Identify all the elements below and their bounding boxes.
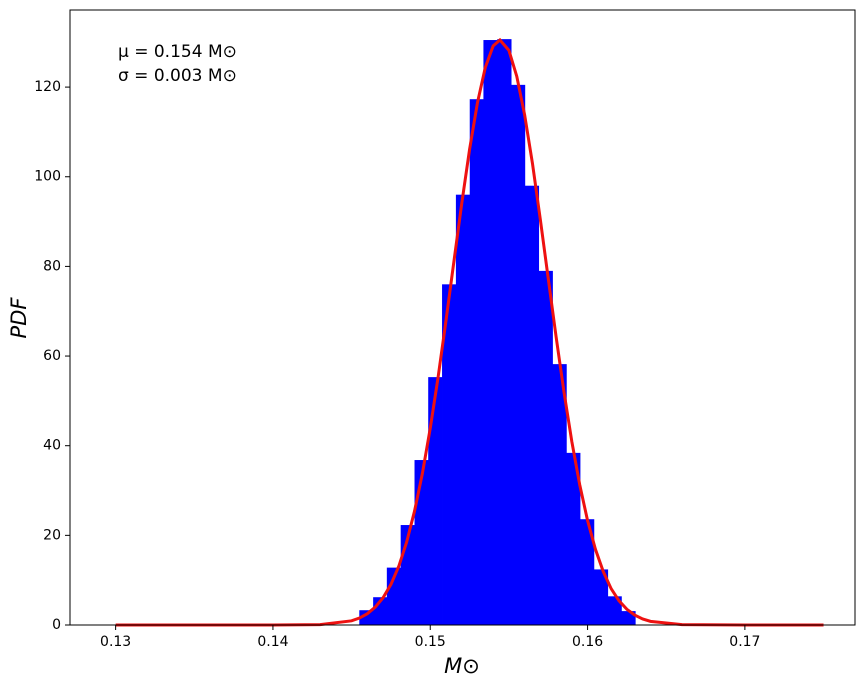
bar [552,364,567,625]
bar [593,569,609,625]
y-tick-label: 120 [34,79,61,95]
bar [538,270,553,625]
annotation: μ = 0.154 M⊙ [118,42,237,62]
y-tick-label: 0 [52,617,61,633]
bar [524,185,540,625]
y-tick-label: 100 [34,169,61,185]
x-axis-label: M⊙ [444,654,480,678]
x-tick-label: 0.14 [257,634,288,650]
bar [607,596,622,625]
x-tick-label: 0.13 [100,634,131,650]
bar [359,610,374,625]
x-tick-label: 0.17 [729,634,760,650]
fit-line [115,37,824,627]
bar [483,40,498,626]
bar [442,284,457,625]
x-tick-label: 0.16 [572,634,603,650]
plot-frame [69,9,856,626]
y-axis-label: PDF [7,297,31,339]
bar [469,99,484,625]
bar [566,452,581,625]
bar [497,39,512,626]
bar [580,519,595,625]
bar [511,84,526,626]
bar [428,377,443,625]
x-tick-label: 0.15 [415,634,446,650]
y-tick-label: 20 [43,527,61,543]
y-tick-label: 60 [43,348,61,364]
annotation: σ = 0.003 M⊙ [118,66,237,86]
bar [414,460,429,625]
y-tick-label: 40 [43,438,61,454]
y-tick-label: 80 [43,258,61,274]
bar [455,194,471,625]
